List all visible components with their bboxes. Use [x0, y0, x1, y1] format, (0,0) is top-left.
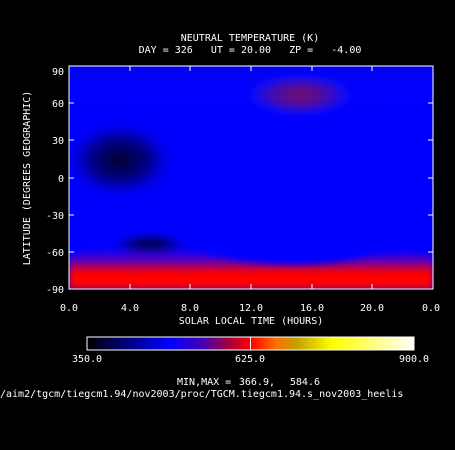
x-tick-label: 0.0 — [60, 303, 78, 314]
x-tick-labels: 0.0 4.0 8.0 12.0 16.0 20.0 0.0 — [60, 303, 440, 314]
x-axis-label: SOLAR LOCAL TIME (HOURS) — [179, 316, 324, 327]
y-ticks — [69, 65, 433, 290]
colorbar-tick-label: 625.0 — [235, 354, 265, 365]
y-tick-label: -30 — [46, 211, 64, 222]
y-tick-label: 60 — [52, 99, 64, 110]
chart-title: NEUTRAL TEMPERATURE (K) — [181, 33, 319, 44]
max-value: 584.6 — [290, 377, 320, 388]
x-tick-label: 4.0 — [121, 303, 139, 314]
minmax-label: MIN,MAX = — [177, 377, 231, 388]
x-tick-label: 16.0 — [300, 303, 324, 314]
y-axis-label: LATITUDE (DEGREES GEOGRAPHIC) — [22, 91, 33, 266]
colorbar-tick-label: 900.0 — [399, 354, 429, 365]
x-tick-label: 20.0 — [360, 303, 384, 314]
y-tick-label: 90 — [52, 67, 64, 78]
y-tick-label: 0 — [58, 174, 64, 185]
x-tick-label: 0.0 — [422, 303, 440, 314]
x-tick-label: 12.0 — [239, 303, 263, 314]
y-tick-label: -90 — [46, 285, 64, 296]
colorbar-tick-label: 350.0 — [72, 354, 102, 365]
y-tick-label: -60 — [46, 248, 64, 259]
min-value: 366.9, — [239, 377, 275, 388]
x-ticks — [68, 66, 434, 289]
heatmap-field — [69, 66, 433, 289]
chart-subtitle: DAY = 326 UT = 20.00 ZP = -4.00 — [139, 45, 362, 56]
y-tick-labels: -90 -60 -30 0 30 60 90 — [46, 67, 64, 296]
source-path: /aim2/tgcm/tiegcm1.94/nov2003/proc/TGCM.… — [0, 389, 403, 400]
y-tick-label: 30 — [52, 136, 64, 147]
x-tick-label: 8.0 — [181, 303, 199, 314]
